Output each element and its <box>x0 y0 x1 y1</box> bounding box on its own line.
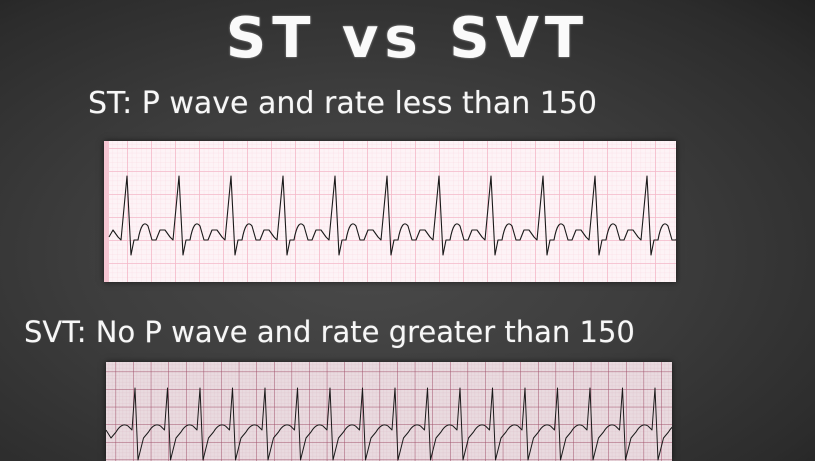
slide-title: ST vs SVT <box>225 6 590 71</box>
st-caption: ST: P wave and rate less than 150 <box>88 86 598 121</box>
svt-caption: SVT: No P wave and rate greater than 150 <box>24 315 635 349</box>
st-ecg-trace <box>104 141 676 282</box>
svt-ecg-strip <box>106 362 672 461</box>
st-ecg-strip <box>104 141 676 282</box>
svt-ecg-trace <box>106 362 672 461</box>
